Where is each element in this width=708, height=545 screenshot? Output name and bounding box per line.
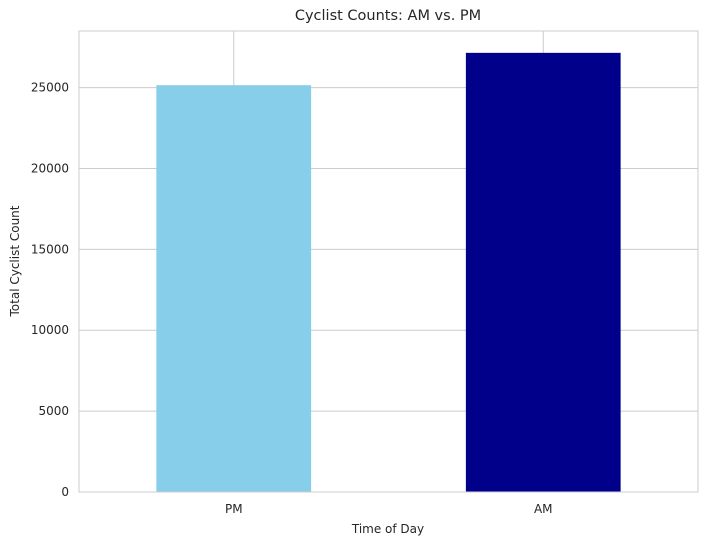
x-tick-label: AM bbox=[534, 502, 553, 516]
bar-pm bbox=[156, 85, 312, 493]
y-tick-label: 25000 bbox=[31, 81, 69, 95]
plot-frame bbox=[78, 30, 699, 493]
x-tick-labels: PM AM bbox=[225, 502, 553, 516]
y-tick-label: 10000 bbox=[31, 323, 69, 337]
y-tick-label: 15000 bbox=[31, 242, 69, 256]
y-tick-label: 5000 bbox=[38, 404, 69, 418]
x-tick-label: PM bbox=[225, 502, 243, 516]
y-tick-label: 20000 bbox=[31, 161, 69, 175]
bars-layer bbox=[156, 52, 621, 493]
y-axis-label: Total Cyclist Count bbox=[8, 205, 22, 317]
x-axis-label: Time of Day bbox=[351, 522, 424, 536]
bar-am bbox=[465, 52, 621, 492]
y-tick-label: 0 bbox=[61, 485, 69, 499]
y-tick-labels: 0 5000 10000 15000 20000 25000 bbox=[31, 81, 69, 499]
chart-title: Cyclist Counts: AM vs. PM bbox=[295, 8, 481, 24]
